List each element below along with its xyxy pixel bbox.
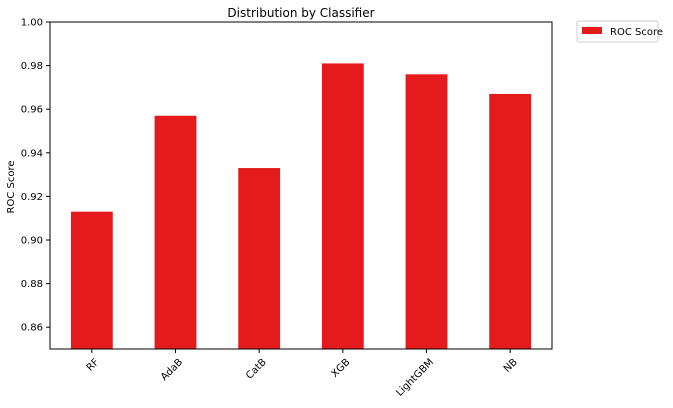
legend-swatch: [582, 27, 602, 34]
bar-catb: [238, 168, 281, 349]
bar-rf: [70, 211, 113, 349]
y-tick-label: 0.94: [21, 148, 43, 159]
legend: ROC Score: [576, 20, 663, 43]
y-tick-label: 0.96: [21, 105, 43, 116]
y-tick-label: 0.90: [21, 236, 43, 247]
y-axis-label: ROC Score: [6, 161, 17, 214]
x-tick-label: NB: [502, 357, 520, 375]
bar-adab: [154, 115, 197, 350]
chart-title: Distribution by Classifier: [227, 6, 374, 20]
x-tick-label: RF: [85, 357, 102, 374]
y-tick-label: 0.92: [21, 192, 43, 203]
bar-xgb: [321, 63, 364, 350]
axes-frame: [49, 21, 553, 350]
legend-box: [576, 20, 659, 43]
bar-nb: [489, 93, 532, 349]
y-tick-label: 1.00: [21, 18, 43, 29]
y-tick-label: 0.98: [21, 61, 43, 72]
y-tick-label: 0.86: [21, 323, 43, 334]
x-tick-label: LightGBM: [394, 357, 436, 399]
x-tick-label: XGB: [330, 357, 353, 380]
legend-label: ROC Score: [610, 27, 663, 38]
x-tick-label: AdaB: [159, 357, 185, 383]
x-tick-label: CatB: [244, 357, 269, 382]
plot-area: 0.86 0.88 0.90 0.92 0.94 0.96 0.98 1.00 RF AdaB Ca…: [21, 18, 553, 399]
bar-lightgbm: [405, 74, 448, 349]
y-tick-label: 0.88: [21, 279, 43, 290]
